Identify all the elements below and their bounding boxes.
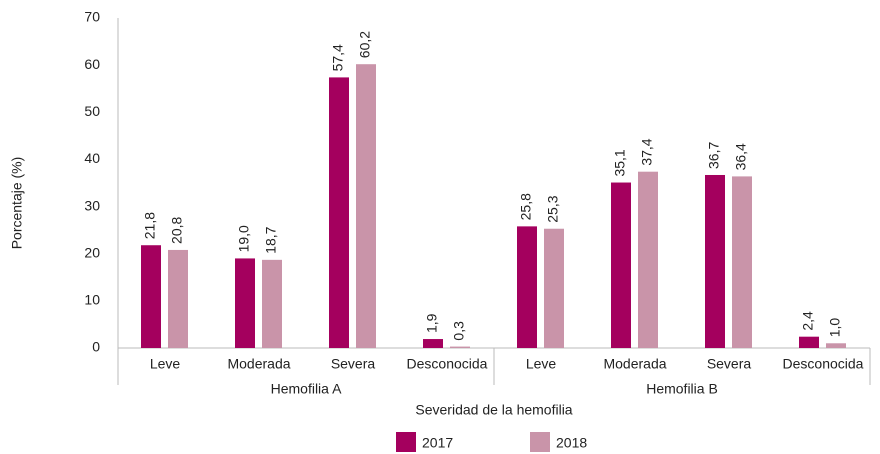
bar	[235, 258, 255, 348]
value-label: 20,8	[169, 216, 185, 243]
value-label: 36,7	[706, 142, 722, 169]
legend-label: 2017	[422, 435, 453, 451]
value-label: 25,3	[545, 195, 561, 222]
value-label: 21,8	[142, 212, 158, 239]
y-tick-label: 20	[84, 244, 100, 260]
value-label: 0,3	[451, 321, 467, 341]
bar	[638, 171, 658, 348]
bar	[611, 182, 631, 348]
x-tick-label: Severa	[707, 356, 752, 372]
value-label: 60,2	[357, 31, 373, 58]
x-tick-label: Moderada	[603, 356, 666, 372]
x-tick-label: Leve	[526, 356, 557, 372]
value-label: 1,0	[827, 318, 843, 338]
bar	[732, 176, 752, 348]
value-label: 37,4	[639, 138, 655, 165]
bar	[799, 336, 819, 348]
bar	[356, 64, 376, 348]
bar	[517, 226, 537, 348]
group-label: Hemofilia A	[271, 381, 342, 397]
value-label: 35,1	[612, 149, 628, 176]
bar	[826, 343, 846, 348]
legend-swatch	[396, 432, 416, 452]
x-tick-label: Desconocida	[783, 356, 864, 372]
y-tick-label: 30	[84, 197, 100, 213]
legend-swatch	[530, 432, 550, 452]
legend-label: 2018	[556, 435, 587, 451]
x-tick-label: Leve	[150, 356, 181, 372]
bar	[329, 77, 349, 349]
value-label: 36,4	[733, 143, 749, 170]
bar	[423, 339, 443, 348]
bar	[168, 249, 188, 348]
bar	[262, 259, 282, 348]
value-label: 19,0	[236, 225, 252, 252]
bar	[141, 245, 161, 348]
group-label: Hemofilia B	[646, 381, 718, 397]
y-axis-label: Porcentaje (%)	[9, 157, 25, 250]
bar	[705, 174, 725, 348]
y-tick-label: 60	[84, 56, 100, 72]
bar	[544, 228, 564, 348]
value-label: 18,7	[263, 226, 279, 253]
value-label: 57,4	[330, 44, 346, 71]
y-tick-label: 40	[84, 150, 100, 166]
y-tick-label: 0	[92, 339, 100, 355]
value-label: 25,8	[518, 193, 534, 220]
x-tick-label: Desconocida	[407, 356, 488, 372]
y-tick-label: 50	[84, 103, 100, 119]
x-axis-label: Severidad de la hemofilia	[415, 402, 572, 418]
value-label: 1,9	[424, 313, 440, 333]
value-label: 2,4	[800, 311, 816, 331]
y-tick-label: 70	[84, 9, 100, 25]
bar	[450, 346, 470, 348]
x-tick-label: Moderada	[227, 356, 290, 372]
x-tick-label: Severa	[331, 356, 376, 372]
y-tick-label: 10	[84, 292, 100, 308]
